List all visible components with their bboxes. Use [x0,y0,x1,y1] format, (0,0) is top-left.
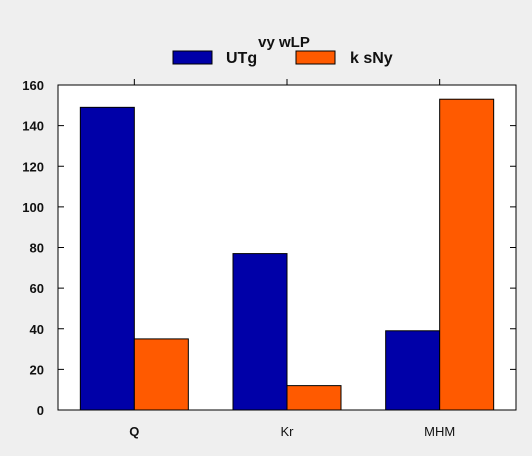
legend-swatch [295,50,336,65]
bar [286,385,342,411]
y-tick-label: 160 [22,78,44,93]
y-tick-label: 140 [22,119,44,134]
legend-swatch [172,50,213,65]
chart-title: vy wLP [258,34,310,51]
y-tick-label: 80 [30,241,44,256]
bar [439,98,495,411]
x-tick-label: Q [129,424,139,439]
x-tick-label: MHM [424,424,455,439]
legend-label: UTg [226,50,257,67]
bar [79,106,135,411]
bar [133,338,189,411]
legend: UTg k sNy [172,50,393,67]
y-tick-label: 40 [30,322,44,337]
bar [385,330,441,411]
y-tick-label: 0 [37,403,44,418]
legend-label: k sNy [350,50,393,67]
y-tick-label: 20 [30,362,44,377]
bar [232,253,288,411]
y-tick-label: 120 [22,159,44,174]
y-tick-label: 100 [22,200,44,215]
y-tick-label: 60 [30,281,44,296]
x-tick-label: Kr [281,424,295,439]
